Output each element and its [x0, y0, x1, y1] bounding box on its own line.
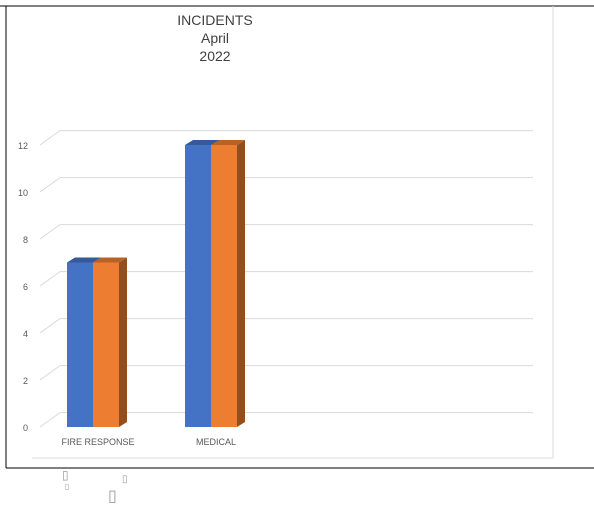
- gridline-depth: [39, 412, 61, 428]
- bar-top-face: [67, 257, 101, 263]
- chart-title-line-2: April: [200, 30, 229, 46]
- chart-title-line-1: INCIDENTS: [177, 12, 253, 28]
- bars: [67, 140, 245, 427]
- bar-side-face: [237, 140, 245, 427]
- x-category-label: FIRE RESPONSE: [61, 437, 134, 447]
- bar-blue: [67, 262, 93, 427]
- y-tick-label: 6: [23, 282, 28, 292]
- x-category-labels: FIRE RESPONSE MEDICAL: [61, 437, 236, 447]
- gridline-depth: [39, 130, 61, 146]
- bar-side-face: [119, 257, 127, 427]
- footer-glyph-3: ▯: [65, 482, 70, 491]
- chart-title-line-3: 2022: [199, 48, 231, 64]
- footer-glyph-2: ▯: [122, 474, 128, 485]
- gridline-depth: [39, 318, 61, 334]
- y-tick-label: 8: [23, 235, 28, 245]
- x-category-label: MEDICAL: [196, 437, 236, 447]
- bar-top-face: [93, 257, 127, 263]
- bar-blue: [185, 145, 211, 427]
- bar-top-face: [185, 140, 219, 145]
- chart-title: INCIDENTS April 2022: [140, 11, 290, 65]
- y-tick-label: 2: [23, 376, 28, 386]
- gridlines: [39, 130, 533, 428]
- bar-orange: [93, 262, 119, 427]
- y-tick-label: 12: [18, 141, 28, 151]
- bar-orange: [211, 145, 237, 427]
- footer-glyph-4: ▯: [108, 486, 117, 505]
- y-tick-label: 10: [18, 188, 28, 198]
- footer-glyph-1: ▯: [62, 468, 69, 482]
- gridline-depth: [39, 177, 61, 193]
- bar-top-face: [211, 140, 245, 145]
- y-tick-labels: 0 2 4 6 8 10 12: [18, 141, 28, 433]
- gridline-depth: [39, 224, 61, 240]
- gridline-depth: [39, 271, 61, 287]
- gridline-depth: [39, 365, 61, 381]
- y-tick-label: 4: [23, 329, 28, 339]
- y-tick-label: 0: [23, 423, 28, 433]
